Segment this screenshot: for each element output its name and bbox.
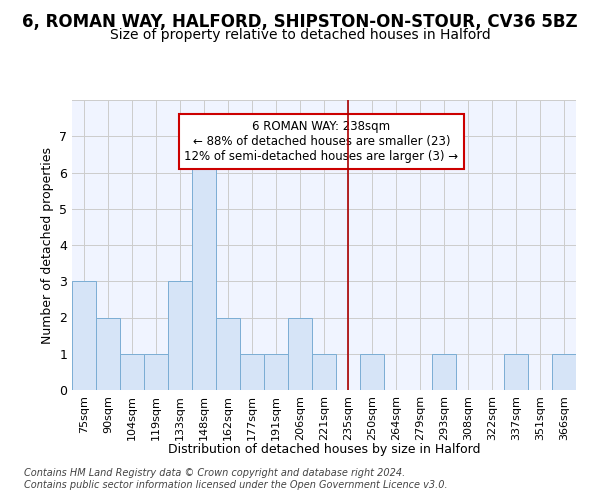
Bar <box>288 318 312 390</box>
Bar <box>72 281 96 390</box>
Bar <box>144 354 168 390</box>
Bar <box>192 136 216 390</box>
Text: Contains HM Land Registry data © Crown copyright and database right 2024.: Contains HM Land Registry data © Crown c… <box>24 468 405 477</box>
Bar <box>552 354 576 390</box>
Bar <box>312 354 336 390</box>
Bar <box>432 354 456 390</box>
Text: 6 ROMAN WAY: 238sqm
← 88% of detached houses are smaller (23)
12% of semi-detach: 6 ROMAN WAY: 238sqm ← 88% of detached ho… <box>184 120 458 164</box>
Text: Size of property relative to detached houses in Halford: Size of property relative to detached ho… <box>110 28 490 42</box>
Bar <box>360 354 384 390</box>
Text: 6, ROMAN WAY, HALFORD, SHIPSTON-ON-STOUR, CV36 5BZ: 6, ROMAN WAY, HALFORD, SHIPSTON-ON-STOUR… <box>22 12 578 30</box>
Bar <box>168 281 192 390</box>
Bar <box>96 318 120 390</box>
Text: Contains public sector information licensed under the Open Government Licence v3: Contains public sector information licen… <box>24 480 448 490</box>
Bar <box>240 354 264 390</box>
Bar <box>216 318 240 390</box>
Bar <box>264 354 288 390</box>
Bar <box>504 354 528 390</box>
Text: Distribution of detached houses by size in Halford: Distribution of detached houses by size … <box>168 442 480 456</box>
Bar <box>120 354 144 390</box>
Y-axis label: Number of detached properties: Number of detached properties <box>41 146 53 344</box>
